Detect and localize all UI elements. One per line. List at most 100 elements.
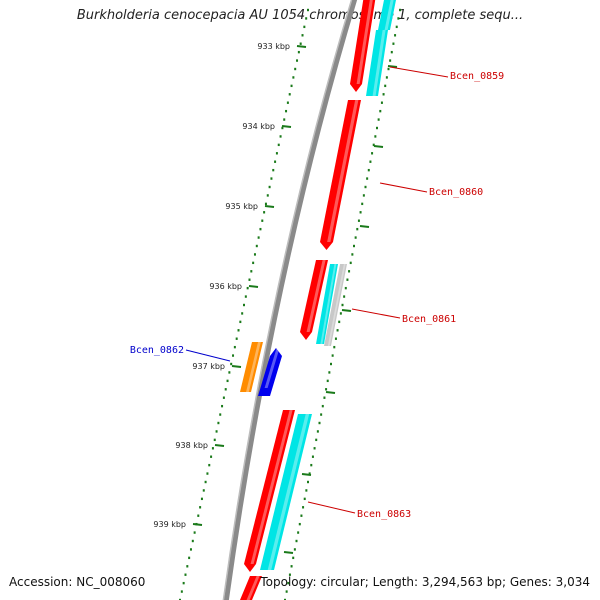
scale-dot — [303, 25, 306, 29]
gene-bcen-0863[interactable] — [244, 410, 295, 572]
scale-dot — [379, 109, 382, 113]
scale-dot — [202, 489, 205, 492]
scale-dot — [346, 278, 349, 281]
pseudo-bcen-0861[interactable] — [324, 264, 347, 346]
chromosome-backbone — [223, 0, 358, 600]
scale-dot — [293, 548, 296, 551]
tick-mark — [301, 473, 312, 476]
scale-dot — [283, 118, 286, 121]
gene-label-leader — [351, 308, 401, 319]
scale-dot — [281, 126, 284, 130]
pseudo-bcen-0861-body — [324, 264, 347, 346]
scale-dot — [356, 227, 359, 231]
cds-bcen-0861-shine — [320, 264, 337, 344]
scale-dot — [372, 143, 375, 147]
scale-dot — [300, 514, 303, 517]
gene-bcen-0862[interactable] — [240, 342, 263, 392]
scale-dot — [349, 261, 352, 265]
scale-dot — [290, 565, 293, 568]
tick-label: 935 kbp — [225, 202, 258, 211]
scale-dot — [336, 329, 339, 332]
tick-mark — [373, 145, 384, 148]
scale-dot — [189, 548, 192, 551]
scale-dot — [333, 345, 336, 349]
tick-mark — [283, 551, 294, 554]
gene-label[interactable]: Bcen_0861 — [402, 314, 456, 325]
gene-label[interactable]: Bcen_0862 — [130, 345, 184, 356]
gene-label[interactable]: Bcen_0863 — [357, 509, 411, 520]
gene-next-fragment[interactable] — [240, 576, 262, 600]
gene-bcen-0861-shine — [306, 260, 326, 332]
tick-mark — [231, 365, 242, 368]
scale-dot — [264, 202, 267, 206]
scale-dot — [255, 244, 258, 248]
gene-bcen-0860[interactable] — [320, 100, 361, 250]
pseudo-bcen-0861-shine — [327, 264, 346, 346]
scale-dot — [334, 337, 337, 340]
scale-dot — [302, 506, 305, 509]
scale-dot — [285, 109, 288, 113]
scale-dot — [186, 565, 189, 568]
cds-bcen-0861[interactable] — [316, 264, 338, 344]
scale-dot — [274, 160, 277, 163]
scale-dot — [303, 497, 306, 501]
scale-dot — [259, 227, 262, 231]
tick-label: 937 kbp — [192, 362, 225, 371]
scale-dot — [318, 421, 321, 425]
scale-dot — [297, 50, 300, 54]
scale-dot — [268, 185, 271, 189]
scale-dot — [311, 455, 314, 458]
scale-dot — [366, 177, 369, 180]
scale-dot — [206, 472, 209, 475]
scale-dot — [287, 581, 290, 585]
tick-label: 933 kbp — [257, 42, 290, 51]
gene-bcen-0859[interactable] — [350, 0, 376, 92]
gene-label-leader — [389, 66, 449, 78]
scale-dot — [248, 278, 251, 281]
scale-dot — [389, 59, 392, 62]
gene-bcen-0863-body — [244, 410, 295, 572]
scale-dot — [200, 497, 203, 501]
scale-dot — [321, 404, 324, 408]
gene-bcen-0861[interactable] — [300, 260, 328, 340]
scale-dot — [315, 438, 318, 442]
scale-dot — [339, 312, 342, 315]
cds-bcen-0859-shine — [372, 30, 386, 96]
gene-bcen-0860-shine — [327, 100, 359, 242]
cds-bcen-0859-top[interactable] — [378, 0, 396, 30]
cds-bcen-0863[interactable] — [260, 414, 312, 570]
scale-dot — [263, 211, 266, 214]
cds-bcen-0859[interactable] — [366, 30, 388, 96]
gene-bcen-0861-body — [300, 260, 328, 340]
gene-bcen-0859-body — [350, 0, 376, 92]
scale-dot — [233, 345, 236, 349]
scale-dot — [362, 194, 365, 197]
tick-mark — [387, 65, 398, 68]
scale-dot — [313, 447, 316, 450]
cds-bcen-0859-top-shine — [384, 0, 394, 30]
scale-dot — [301, 34, 304, 37]
scale-dot — [224, 388, 227, 391]
cds-bcen-0863-shine — [267, 414, 310, 570]
scale-dot — [244, 295, 247, 298]
scale-dot — [299, 42, 302, 45]
scale-dot — [277, 143, 280, 147]
scale-dot — [270, 177, 273, 180]
gene-label[interactable]: Bcen_0860 — [429, 187, 483, 198]
scale-dot — [197, 514, 200, 517]
scale-dot — [390, 50, 393, 54]
scale-dot — [307, 8, 309, 12]
gene-bcen-0863-shine — [250, 410, 293, 564]
topology-summary: Topology: circular; Length: 3,294,563 bp… — [260, 575, 590, 589]
scale-dot — [193, 531, 196, 534]
scale-dot — [399, 8, 401, 12]
scale-dot — [343, 295, 346, 298]
tick-label: 936 kbp — [209, 282, 242, 291]
tick-label: 934 kbp — [242, 122, 275, 131]
gene-label[interactable]: Bcen_0859 — [450, 71, 504, 82]
cds-bcen-0862[interactable] — [258, 348, 282, 396]
scale-dot — [376, 126, 378, 130]
scale-dot — [310, 463, 313, 467]
scale-dot — [387, 67, 390, 71]
